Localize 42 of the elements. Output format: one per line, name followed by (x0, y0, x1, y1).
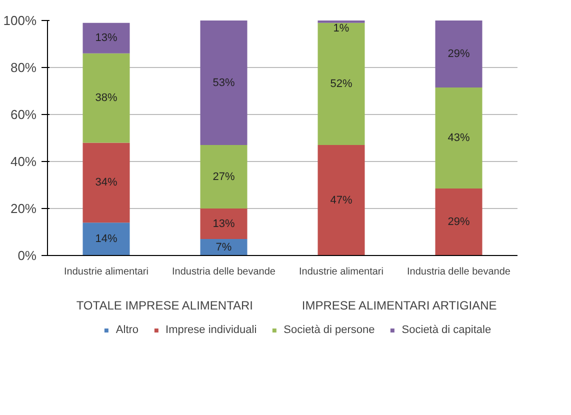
x-tick-label: Industrie alimentari (64, 266, 148, 278)
data-label: 27% (212, 170, 235, 183)
data-label: 52% (330, 78, 352, 90)
bar (200, 145, 248, 208)
data-label: 34% (95, 176, 118, 189)
y-tick-label: 80% (10, 60, 37, 75)
y-tick-label: 60% (10, 107, 37, 122)
y-tick-label: 20% (10, 201, 37, 216)
text: TOTALE IMPRESE ALIMENTARI (76, 298, 254, 312)
bar (200, 20, 248, 146)
data-label: 38% (95, 92, 118, 104)
data-label: 13% (212, 218, 235, 230)
data-label: 29% (448, 216, 470, 228)
bar (82, 22, 130, 54)
y-tick-label: 100% (3, 13, 37, 28)
bar (435, 87, 482, 189)
bar (318, 22, 365, 146)
bar (82, 142, 130, 223)
data-label: 7% (216, 241, 232, 254)
bar (435, 20, 482, 88)
bar (318, 145, 365, 256)
y-tick-label: 40% (10, 154, 37, 169)
x-tick-label: Industria delle bevande (172, 266, 276, 278)
legend-label: Società di persone (284, 324, 375, 336)
legend-label: Imprese individuali (166, 324, 257, 336)
bar (82, 222, 130, 256)
legend-label: Società di capitale (402, 324, 492, 336)
data-label: 43% (448, 132, 470, 144)
y-tick-label: 0% (18, 248, 37, 263)
x-tick-label: Industrie alimentari (299, 266, 384, 278)
bar (200, 208, 248, 240)
bar (435, 188, 482, 256)
data-label: 53% (212, 76, 235, 89)
data-label: 14% (95, 233, 118, 246)
x-tick-label: Industria delle bevande (407, 266, 511, 278)
text: IMPRESE ALIMENTARI ARTIGIANE (302, 298, 497, 312)
bar (82, 53, 130, 143)
legend-label: Altro (116, 324, 139, 336)
data-label: 1% (333, 22, 350, 34)
data-label: 47% (330, 194, 352, 206)
data-label: 13% (95, 32, 118, 44)
data-label: 29% (448, 48, 470, 60)
